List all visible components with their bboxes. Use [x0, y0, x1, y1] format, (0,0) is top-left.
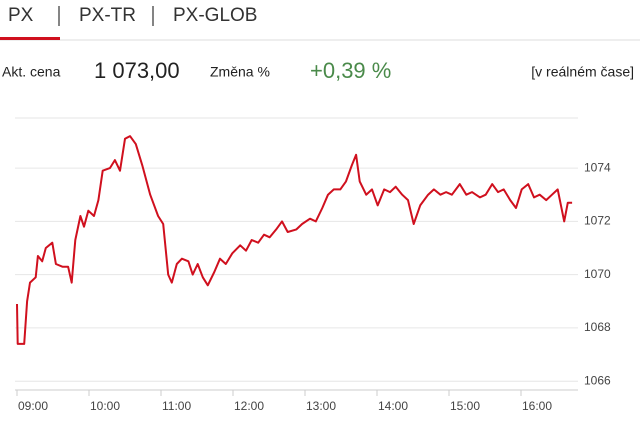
y-tick-label: 1068	[584, 320, 611, 334]
price: 1 073,00	[94, 58, 180, 83]
x-tick-label: 16:00	[522, 399, 552, 413]
x-tick-label: 13:00	[306, 399, 336, 413]
tab-active[interactable]: PX	[8, 5, 34, 26]
y-tick-label: 1074	[584, 160, 611, 174]
realtime-note: [v reálném čase]	[531, 64, 634, 80]
price-line	[16, 135, 573, 345]
y-tick-label: 1072	[584, 214, 611, 228]
tab[interactable]: PX-TR	[79, 5, 136, 26]
x-tick-label: 15:00	[450, 399, 480, 413]
change-label: Změna %	[210, 64, 270, 80]
x-tick-label: 14:00	[378, 399, 408, 413]
x-tick-label: 09:00	[18, 399, 48, 413]
tab[interactable]: PX-GLOB	[173, 5, 257, 26]
price-label: Akt. cena	[2, 64, 61, 80]
tab-underline	[0, 37, 60, 40]
x-tick-label: 12:00	[234, 399, 264, 413]
y-tick-label: 1066	[584, 373, 611, 387]
change: +0,39 %	[310, 58, 391, 83]
x-tick-label: 10:00	[90, 399, 120, 413]
x-tick-label: 11:00	[162, 399, 191, 413]
y-tick-label: 1070	[584, 267, 611, 281]
